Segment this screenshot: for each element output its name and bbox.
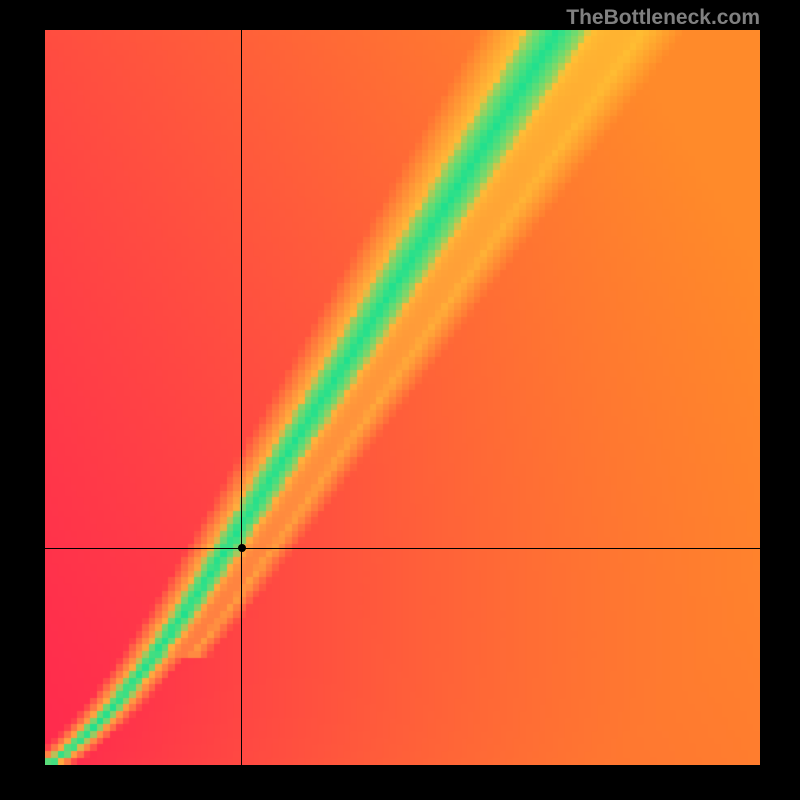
plot-area	[45, 30, 760, 765]
crosshair-marker	[238, 544, 246, 552]
heatmap-canvas	[45, 30, 760, 765]
crosshair-vertical	[241, 30, 242, 765]
watermark-text: TheBottleneck.com	[566, 6, 760, 30]
crosshair-horizontal	[45, 548, 760, 549]
